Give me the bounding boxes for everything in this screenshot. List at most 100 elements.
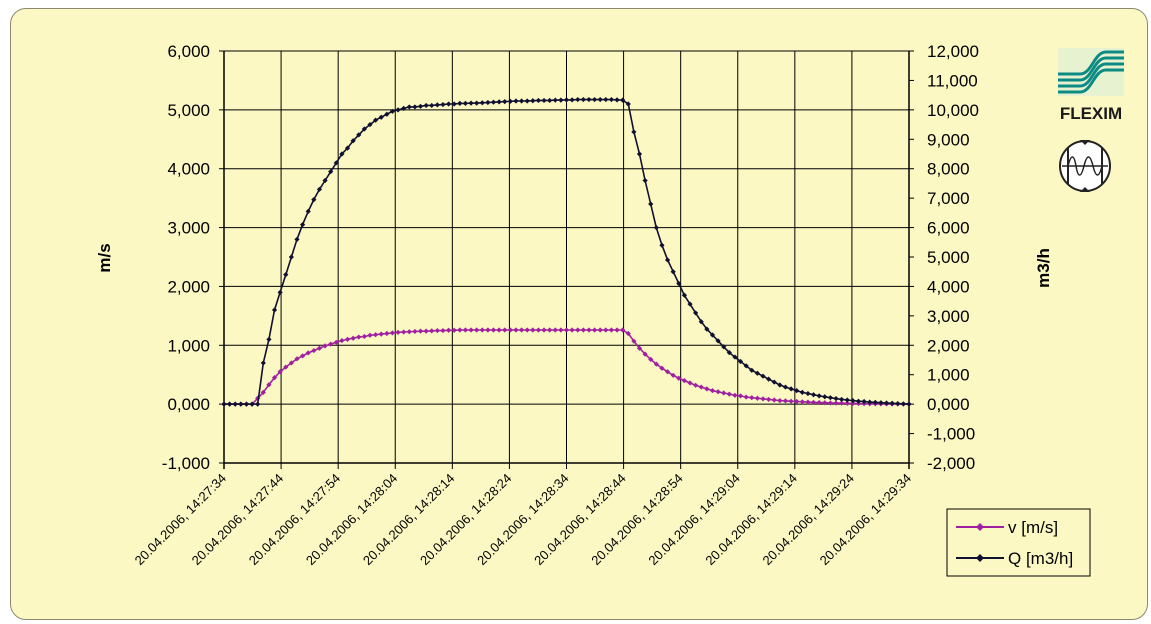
data-point-v (344, 336, 351, 342)
right-tick-label: 9,000 (927, 130, 970, 149)
data-point-q (485, 99, 491, 106)
data-point-v (552, 327, 558, 333)
data-point-q (850, 398, 856, 404)
data-point-q (356, 132, 362, 138)
data-point-q (530, 98, 536, 104)
data-point-v (664, 369, 671, 375)
sensor-wave (1067, 156, 1103, 176)
right-tick-label: 5,000 (927, 248, 970, 267)
data-point-q (389, 108, 396, 114)
data-point-q (861, 398, 867, 405)
data-point-v (844, 400, 850, 406)
data-point-q (569, 97, 575, 103)
data-point-q (316, 186, 323, 192)
data-point-q (221, 401, 227, 407)
data-point-q (227, 401, 233, 407)
flexim-logo: FLEXIM (1058, 48, 1124, 123)
data-point-q (535, 97, 542, 104)
left-axis-ticks: -1,000 0,000 1,000 2,000 3,000 4,000 5,000 6,00… (162, 42, 224, 473)
data-point-v (743, 394, 749, 400)
data-point-q (603, 96, 609, 103)
legend-marker-v (976, 523, 984, 531)
data-point-q (867, 399, 873, 405)
data-point-v (322, 343, 328, 349)
data-point-q (507, 98, 513, 104)
data-point-v (412, 328, 418, 335)
left-tick-label: 6,000 (167, 42, 210, 61)
data-point-q (479, 100, 485, 106)
data-point-q (659, 242, 665, 248)
data-point-v (704, 386, 710, 392)
data-point-v (445, 327, 452, 333)
sensor-arrow-top (1080, 140, 1090, 145)
data-point-q (833, 395, 839, 402)
data-point-q (518, 98, 525, 104)
sensor-arrow-bottom (1080, 187, 1090, 192)
logo-stripe (1058, 56, 1124, 82)
right-tick-label: 10,000 (927, 101, 979, 120)
data-point-q (743, 363, 749, 369)
data-point-v (490, 327, 497, 333)
data-point-v (676, 375, 682, 381)
data-point-q (563, 97, 570, 103)
data-point-v (760, 396, 766, 402)
data-point-v (620, 327, 626, 333)
logo-brand-text: FLEXIM (1060, 104, 1122, 123)
data-point-v (361, 333, 367, 340)
data-point-v (580, 327, 586, 333)
right-tick-label: 8,000 (927, 160, 970, 179)
logo-stripe (1058, 50, 1124, 76)
data-point-v (384, 330, 390, 337)
data-point-v (777, 398, 783, 404)
data-point-q (384, 111, 390, 117)
data-point-v (479, 327, 485, 333)
data-point-q (311, 197, 317, 203)
data-point-q (872, 399, 878, 405)
data-point-q (721, 344, 727, 350)
left-tick-label: 4,000 (167, 160, 210, 179)
data-point-v (721, 390, 727, 396)
data-point-v (603, 327, 609, 333)
data-point-q (350, 138, 356, 144)
data-point-q (328, 169, 334, 175)
data-point-q (552, 97, 558, 103)
data-point-v (608, 327, 615, 333)
data-point-v (395, 329, 401, 335)
data-point-q (788, 386, 794, 392)
data-point-q (406, 104, 412, 110)
data-point-v (586, 327, 592, 333)
data-point-q (401, 105, 407, 111)
data-point-v (816, 399, 822, 406)
data-point-q (445, 101, 452, 107)
data-point-q (794, 388, 800, 394)
data-point-v (822, 400, 828, 406)
data-point-q (322, 177, 328, 184)
data-point-v (597, 327, 603, 333)
left-tick-label: 0,000 (167, 395, 210, 414)
right-tick-label: -2,000 (927, 454, 975, 473)
data-point-q (412, 104, 418, 110)
data-point-v (333, 339, 339, 345)
right-axis-ticks: -2,000 -1,000 0,000 1,000 2,000 3,000 4,000 5,0… (909, 42, 979, 473)
right-tick-label: 3,000 (927, 307, 970, 326)
data-point-v (339, 337, 345, 344)
data-point-v (648, 356, 654, 363)
data-point-q (417, 103, 424, 109)
data-point-q (805, 390, 811, 397)
data-point-q (810, 392, 817, 398)
data-point-v (451, 327, 457, 333)
data-point-v (642, 351, 648, 357)
data-point-q (760, 373, 766, 379)
data-point-v (541, 327, 547, 333)
data-point-q (468, 100, 474, 106)
data-point-q (670, 269, 676, 275)
data-point-q (429, 102, 435, 109)
data-point-q (232, 401, 238, 407)
data-point-q (502, 99, 508, 105)
data-point-q (344, 145, 351, 151)
data-point-q (372, 117, 379, 123)
data-point-v (513, 327, 519, 333)
data-point-v (558, 327, 564, 333)
grid (223, 50, 910, 469)
data-point-q (260, 360, 266, 366)
